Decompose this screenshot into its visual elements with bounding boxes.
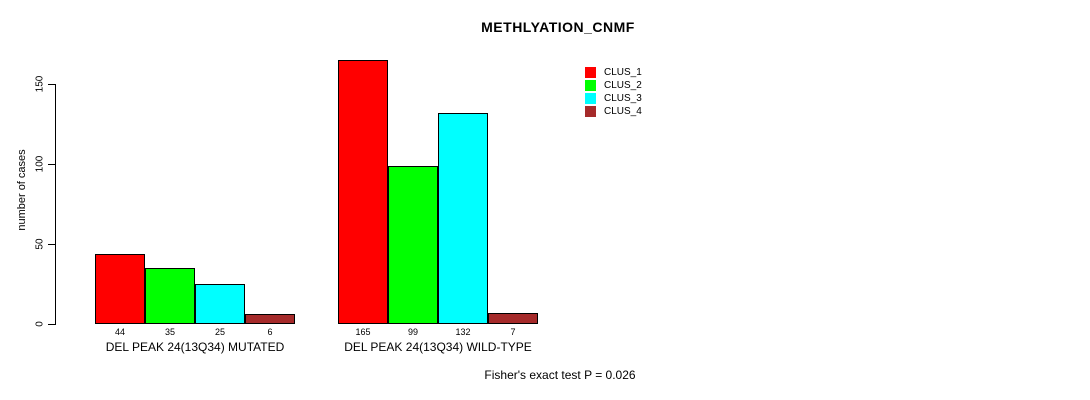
bar-value-label: 25 bbox=[214, 327, 226, 337]
legend-swatch bbox=[585, 67, 596, 78]
bar-clus_4 bbox=[245, 314, 295, 324]
legend-swatch bbox=[585, 80, 596, 91]
bar-clus_1 bbox=[95, 254, 145, 324]
legend-label: CLUS_4 bbox=[604, 106, 642, 117]
bar-clus_2 bbox=[145, 268, 195, 324]
bar-value-label: 7 bbox=[510, 327, 516, 337]
y-tick-mark bbox=[48, 324, 55, 325]
y-tick-label: 50 bbox=[34, 238, 46, 250]
bar-value-label: 35 bbox=[164, 327, 176, 337]
bar-clus_4 bbox=[488, 313, 538, 324]
legend-item: CLUS_3 bbox=[585, 92, 642, 105]
legend-swatch bbox=[585, 93, 596, 104]
bar-value-label: 6 bbox=[267, 327, 273, 337]
legend-label: CLUS_3 bbox=[604, 93, 642, 104]
y-axis-title: number of cases bbox=[16, 149, 28, 231]
y-tick-mark bbox=[48, 244, 55, 245]
bar-clus_1 bbox=[338, 60, 388, 324]
bar-value-label: 165 bbox=[355, 327, 371, 337]
fisher-test-annotation: Fisher's exact test P = 0.026 bbox=[484, 368, 636, 382]
category-label: DEL PEAK 24(13Q34) MUTATED bbox=[105, 340, 285, 354]
legend-label: CLUS_1 bbox=[604, 67, 642, 78]
y-axis-line bbox=[55, 84, 56, 325]
legend-item: CLUS_4 bbox=[585, 105, 642, 118]
y-tick-label: 0 bbox=[34, 321, 46, 327]
category-label: DEL PEAK 24(13Q34) WILD-TYPE bbox=[344, 340, 532, 354]
legend-item: CLUS_1 bbox=[585, 66, 642, 79]
bar-value-label: 44 bbox=[114, 327, 126, 337]
legend: CLUS_1 CLUS_2 CLUS_3 CLUS_4 bbox=[585, 66, 642, 118]
bar-value-label: 99 bbox=[407, 327, 419, 337]
bar-clus_3 bbox=[438, 113, 488, 324]
y-tick-mark bbox=[48, 84, 55, 85]
y-tick-label: 100 bbox=[34, 155, 46, 173]
legend-item: CLUS_2 bbox=[585, 79, 642, 92]
chart-title: METHLYATION_CNMF bbox=[481, 19, 635, 35]
y-tick-mark bbox=[48, 164, 55, 165]
bar-value-label: 132 bbox=[455, 327, 471, 337]
legend-swatch bbox=[585, 106, 596, 117]
y-tick-label: 150 bbox=[34, 75, 46, 93]
legend-label: CLUS_2 bbox=[604, 80, 642, 91]
bar-clus_2 bbox=[388, 166, 438, 324]
bar-clus_3 bbox=[195, 284, 245, 324]
